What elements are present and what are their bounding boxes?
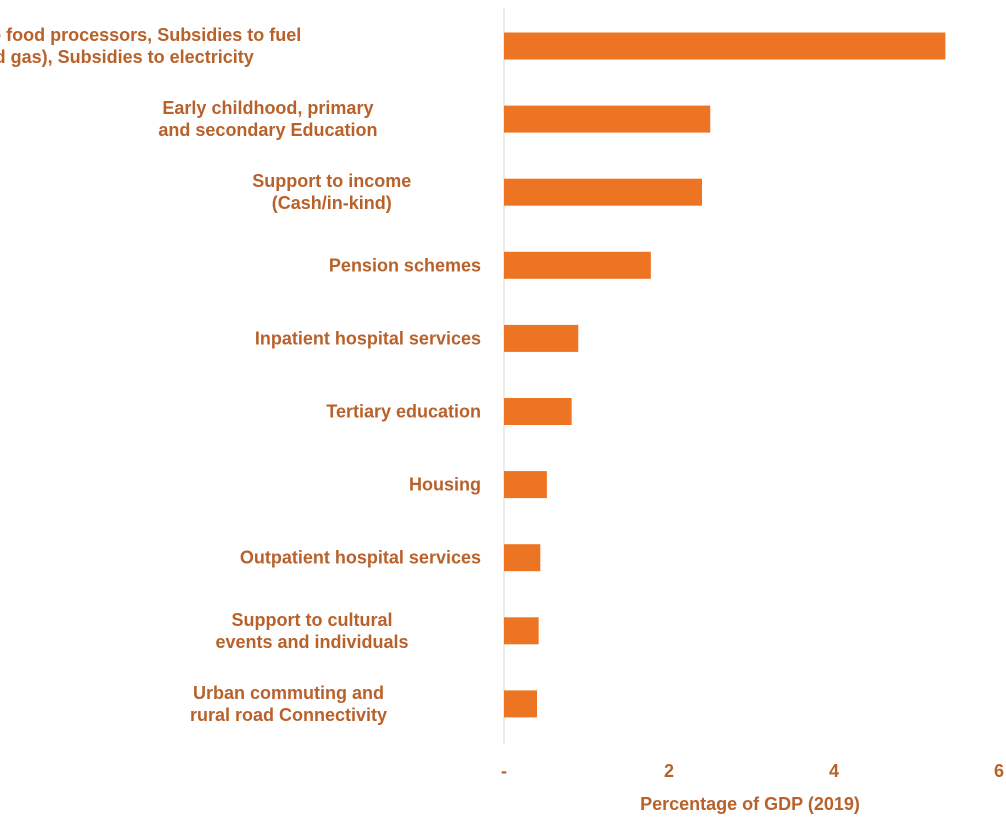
x-tick-label: 2 bbox=[664, 761, 674, 781]
bar bbox=[504, 471, 547, 498]
x-tick-labels: - 2 4 6 bbox=[501, 761, 1004, 781]
bar bbox=[504, 33, 945, 60]
x-tick-label: 6 bbox=[994, 761, 1004, 781]
category-label: Early childhood, primary and secondary Ed… bbox=[158, 98, 377, 140]
category-label: Support to income (Cash/in-kind) bbox=[252, 171, 411, 213]
category-label: Housing bbox=[409, 475, 481, 495]
category-label: Outpatient hospital services bbox=[240, 548, 481, 568]
category-label: Subsidies to food processors, Subsidies … bbox=[0, 25, 301, 67]
x-tick-label: - bbox=[501, 761, 507, 781]
bar bbox=[504, 398, 572, 425]
bar bbox=[504, 179, 702, 206]
bar bbox=[504, 106, 710, 133]
category-label: Support to cultural events and individual… bbox=[215, 610, 408, 652]
category-label: Pension schemes bbox=[329, 255, 481, 275]
bars-group bbox=[504, 33, 945, 718]
bar bbox=[504, 252, 651, 279]
x-tick-label: 4 bbox=[829, 761, 839, 781]
bar bbox=[504, 617, 539, 644]
bar bbox=[504, 325, 578, 352]
category-labels: Subsidies to food processors, Subsidies … bbox=[0, 25, 481, 725]
category-label: Urban commuting and rural road Connectivi… bbox=[190, 683, 387, 725]
x-axis-title: Percentage of GDP (2019) bbox=[640, 794, 860, 814]
bar bbox=[504, 544, 540, 571]
bar bbox=[504, 690, 537, 717]
category-label: Tertiary education bbox=[326, 402, 481, 422]
category-label: Inpatient hospital services bbox=[255, 328, 481, 348]
